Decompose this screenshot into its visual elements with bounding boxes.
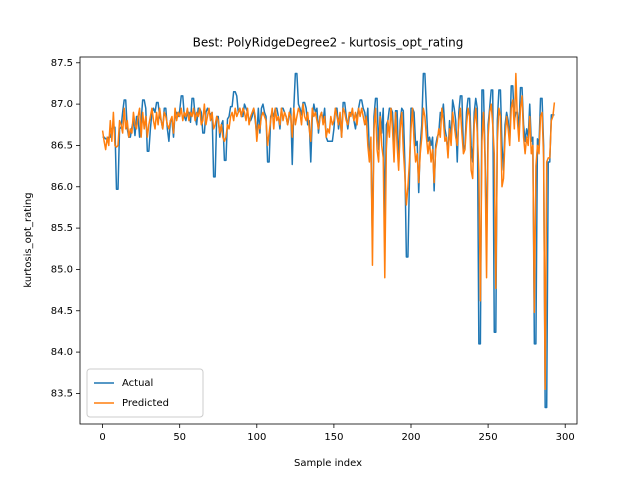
chart-title: Best: PolyRidgeDegree2 - kurtosis_opt_ra… xyxy=(193,36,464,50)
x-tick-label: 0 xyxy=(99,432,105,443)
y-tick-label: 85.0 xyxy=(51,264,73,275)
y-tick-label: 85.5 xyxy=(51,223,73,234)
x-tick-label: 50 xyxy=(173,432,186,443)
x-tick-label: 100 xyxy=(247,432,266,443)
x-tick-label: 250 xyxy=(479,432,498,443)
series-line xyxy=(101,72,556,391)
x-tick-label: 200 xyxy=(401,432,420,443)
y-axis-label: kurtosis_opt_rating xyxy=(23,192,34,287)
x-tick-label: 150 xyxy=(324,432,343,443)
x-tick-label: 300 xyxy=(556,432,575,443)
y-tick-label: 84.5 xyxy=(51,306,73,317)
y-tick-label: 87.5 xyxy=(51,58,73,69)
legend-label: Actual xyxy=(122,378,153,389)
x-axis-label: Sample index xyxy=(294,458,362,469)
axes-frame xyxy=(79,56,578,425)
y-tick-label: 87.0 xyxy=(51,99,73,110)
y-tick-label: 86.5 xyxy=(51,140,73,151)
legend-box xyxy=(86,368,204,418)
legend-label: Predicted xyxy=(122,398,169,409)
y-tick-label: 86.0 xyxy=(51,182,73,193)
y-tick-label: 84.0 xyxy=(51,347,73,358)
y-tick-label: 83.5 xyxy=(51,388,73,399)
